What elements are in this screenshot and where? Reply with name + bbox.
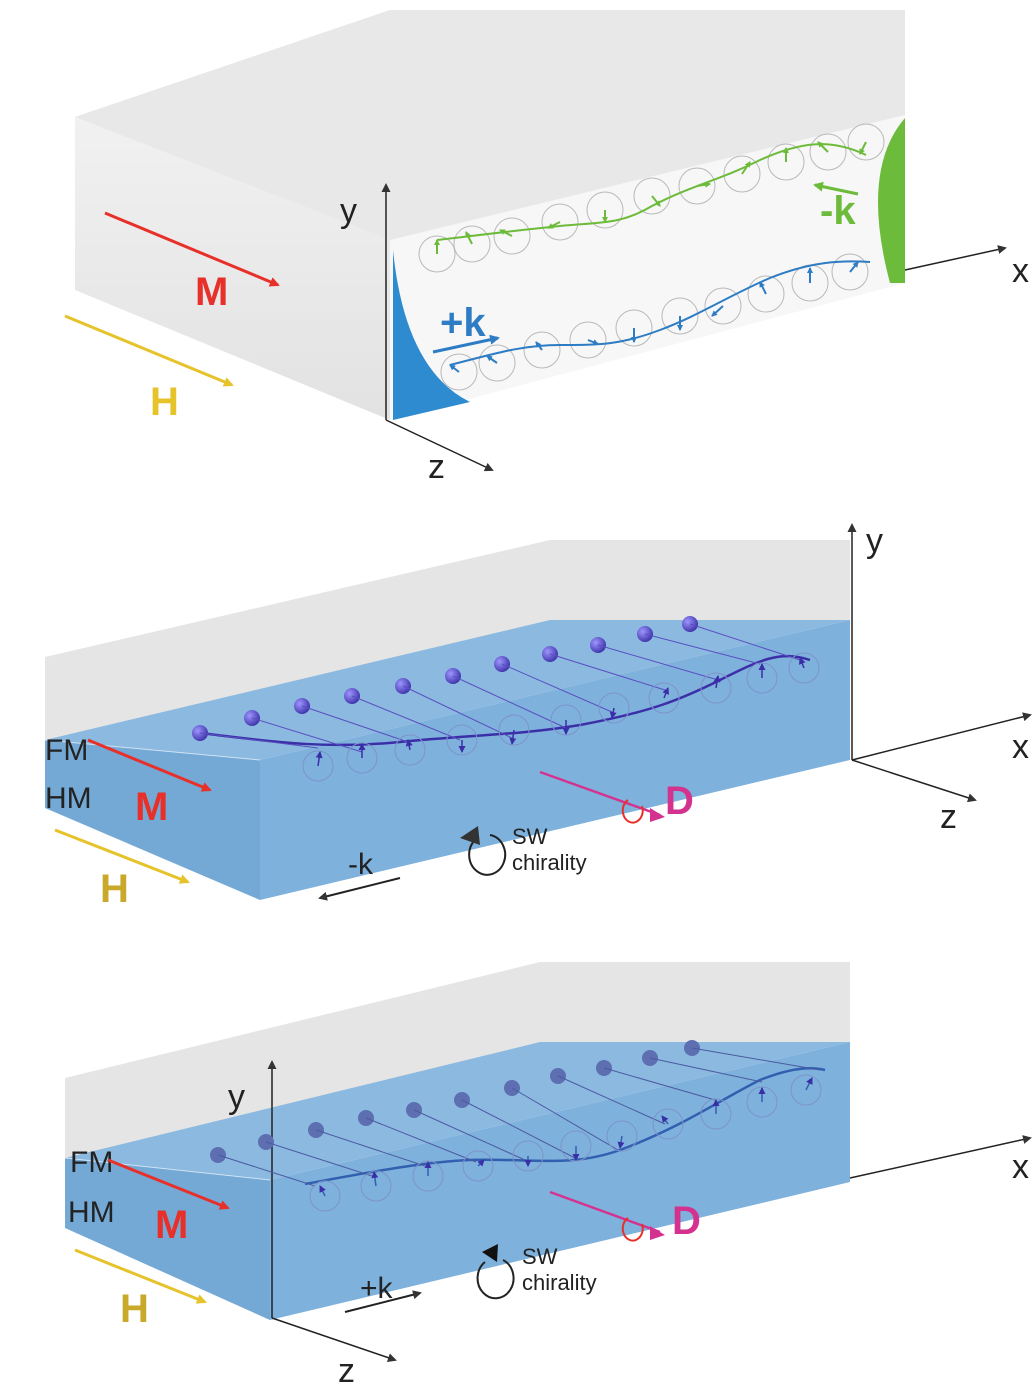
middle-spin-wave — [192, 616, 820, 782]
top-m-arrow — [104, 211, 280, 287]
middle-hm-top — [45, 620, 850, 760]
top-m-label: M — [195, 270, 228, 314]
top-box-front-face — [390, 115, 905, 420]
bottom-h-label: H — [120, 1287, 149, 1331]
top-plus-k-label: +k — [440, 301, 486, 345]
panel-bottom: y x z FM HM M H D SW chirality +k — [64, 962, 1032, 1389]
bottom-z-label: z — [338, 1352, 355, 1389]
middle-x-label: x — [1012, 728, 1029, 766]
top-y-label: y — [340, 192, 357, 230]
bottom-sw-label: SW — [522, 1244, 558, 1269]
bottom-h-arrow — [74, 1248, 207, 1304]
bottom-x-label: x — [1012, 1148, 1029, 1186]
bottom-d-curl — [621, 1217, 644, 1242]
blue-wave — [440, 253, 871, 391]
bottom-m-arrow — [107, 1158, 230, 1210]
middle-y-label: y — [866, 522, 883, 560]
panel-middle: y x z FM HM M H D SW chirality -k — [44, 522, 1032, 911]
top-x-label: x — [1012, 252, 1029, 290]
blue-edge-accent — [393, 250, 470, 420]
middle-hm-label: HM — [45, 782, 92, 815]
green-edge-accent — [878, 118, 905, 283]
middle-fm-label: FM — [45, 734, 88, 767]
top-x-axis — [904, 245, 1007, 271]
bottom-fm-label: FM — [70, 1146, 113, 1179]
green-wave — [418, 123, 885, 273]
bottom-x-axis — [849, 1135, 1032, 1179]
bottom-chirality-label: chirality — [522, 1270, 597, 1295]
middle-d-head — [650, 808, 665, 822]
middle-k-arrow — [318, 877, 401, 901]
middle-m-label: M — [135, 785, 168, 829]
middle-x-axis — [851, 712, 1032, 761]
bottom-k-arrow — [344, 1290, 422, 1313]
middle-hm-left — [45, 740, 260, 900]
top-box-upper-face — [75, 10, 905, 240]
top-z-label: z — [428, 448, 445, 486]
bottom-d-label: D — [672, 1199, 701, 1243]
plus-k-arrow — [432, 334, 500, 354]
middle-h-arrow — [54, 828, 190, 884]
top-z-axis — [385, 419, 494, 472]
top-box-left-face — [75, 117, 390, 420]
middle-d-curl — [621, 799, 644, 824]
minus-k-arrow — [813, 181, 859, 196]
middle-chirality-head — [460, 826, 480, 845]
middle-z-axis — [851, 759, 977, 803]
bottom-spin-wave — [210, 1040, 826, 1212]
panel-top: y x z M H — [64, 10, 1029, 486]
middle-chirality-label: chirality — [512, 850, 587, 875]
top-h-arrow — [64, 314, 234, 387]
bottom-chirality-curl — [476, 1259, 515, 1300]
middle-chirality-curl — [468, 834, 507, 876]
bottom-hm-label: HM — [68, 1196, 115, 1229]
middle-z-label: z — [940, 798, 957, 836]
bottom-d-head — [650, 1226, 665, 1240]
top-h-label: H — [150, 380, 179, 424]
middle-d-arrow — [539, 770, 661, 817]
middle-fm-top — [45, 540, 850, 740]
bottom-y-label: y — [228, 1078, 245, 1116]
top-minus-k-label: -k — [820, 189, 856, 233]
middle-d-label: D — [665, 779, 694, 823]
bottom-z-axis — [271, 1317, 397, 1362]
middle-m-arrow — [87, 738, 212, 792]
middle-h-label: H — [100, 867, 129, 911]
bottom-hm-left — [65, 1158, 270, 1320]
bottom-chirality-head — [482, 1244, 498, 1262]
bottom-k-label: +k — [360, 1272, 394, 1305]
middle-sw-label: SW — [512, 824, 548, 849]
middle-hm-front — [260, 620, 850, 900]
bottom-fm-top — [65, 962, 850, 1158]
middle-k-label: -k — [348, 848, 374, 881]
bottom-m-label: M — [155, 1203, 188, 1247]
